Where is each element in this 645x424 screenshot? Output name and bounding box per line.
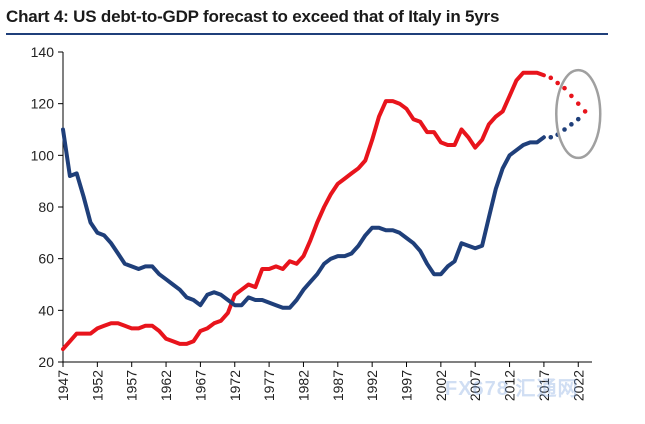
x-tick-label: 2017 (536, 370, 552, 401)
x-tick-label: 1972 (227, 370, 243, 401)
x-tick-label: 1957 (124, 370, 140, 401)
chart-axes: 20 40 60 80 100 120 140 1947 1952 1957 1962 1967 197… (31, 44, 592, 401)
x-tick-label: 2022 (570, 370, 586, 401)
y-tick-label: 120 (31, 96, 55, 112)
x-tick-label: 1967 (192, 370, 208, 401)
x-tick-label: 1987 (330, 370, 346, 401)
series-line-0 (61, 70, 546, 352)
x-tick-label: 1977 (261, 370, 277, 401)
y-tick-label: 100 (31, 147, 55, 163)
forecast-point (548, 134, 554, 140)
forecast-point (575, 101, 581, 106)
y-tick-label: 40 (38, 302, 54, 318)
watermark: FX678 汇通网 (445, 378, 579, 400)
forecast-point (569, 122, 574, 127)
y-tick-label: 80 (38, 199, 54, 215)
annotation-ellipse (555, 68, 602, 160)
x-tick-label: 1997 (399, 370, 415, 401)
forecast-point (582, 109, 588, 114)
forecast-point (569, 93, 574, 99)
forecast-annotation (555, 68, 602, 160)
forecast-point (548, 75, 554, 81)
x-tick-label: 1982 (295, 370, 311, 401)
plot-area (61, 70, 588, 352)
title-underline (6, 33, 608, 35)
forecast-point (555, 80, 560, 86)
y-tick-label: 140 (31, 44, 55, 60)
forecast-point (575, 116, 581, 122)
x-tick-label: 2002 (433, 370, 449, 401)
x-tick-label: 2012 (502, 370, 518, 401)
forecast-point (562, 127, 567, 132)
y-tick-label: 20 (38, 354, 54, 370)
series-line-2 (61, 127, 546, 310)
x-tick-label: 1992 (364, 370, 380, 401)
x-tick-label: 1947 (55, 370, 71, 401)
chart-title: Chart 4: US debt-to-GDP forecast to exce… (6, 7, 500, 26)
x-tick-label: 1962 (158, 370, 174, 401)
y-tick-label: 60 (38, 251, 54, 267)
x-tick-label: 2007 (467, 370, 483, 401)
x-tick-label: 1952 (89, 370, 105, 401)
forecast-point (562, 85, 567, 91)
